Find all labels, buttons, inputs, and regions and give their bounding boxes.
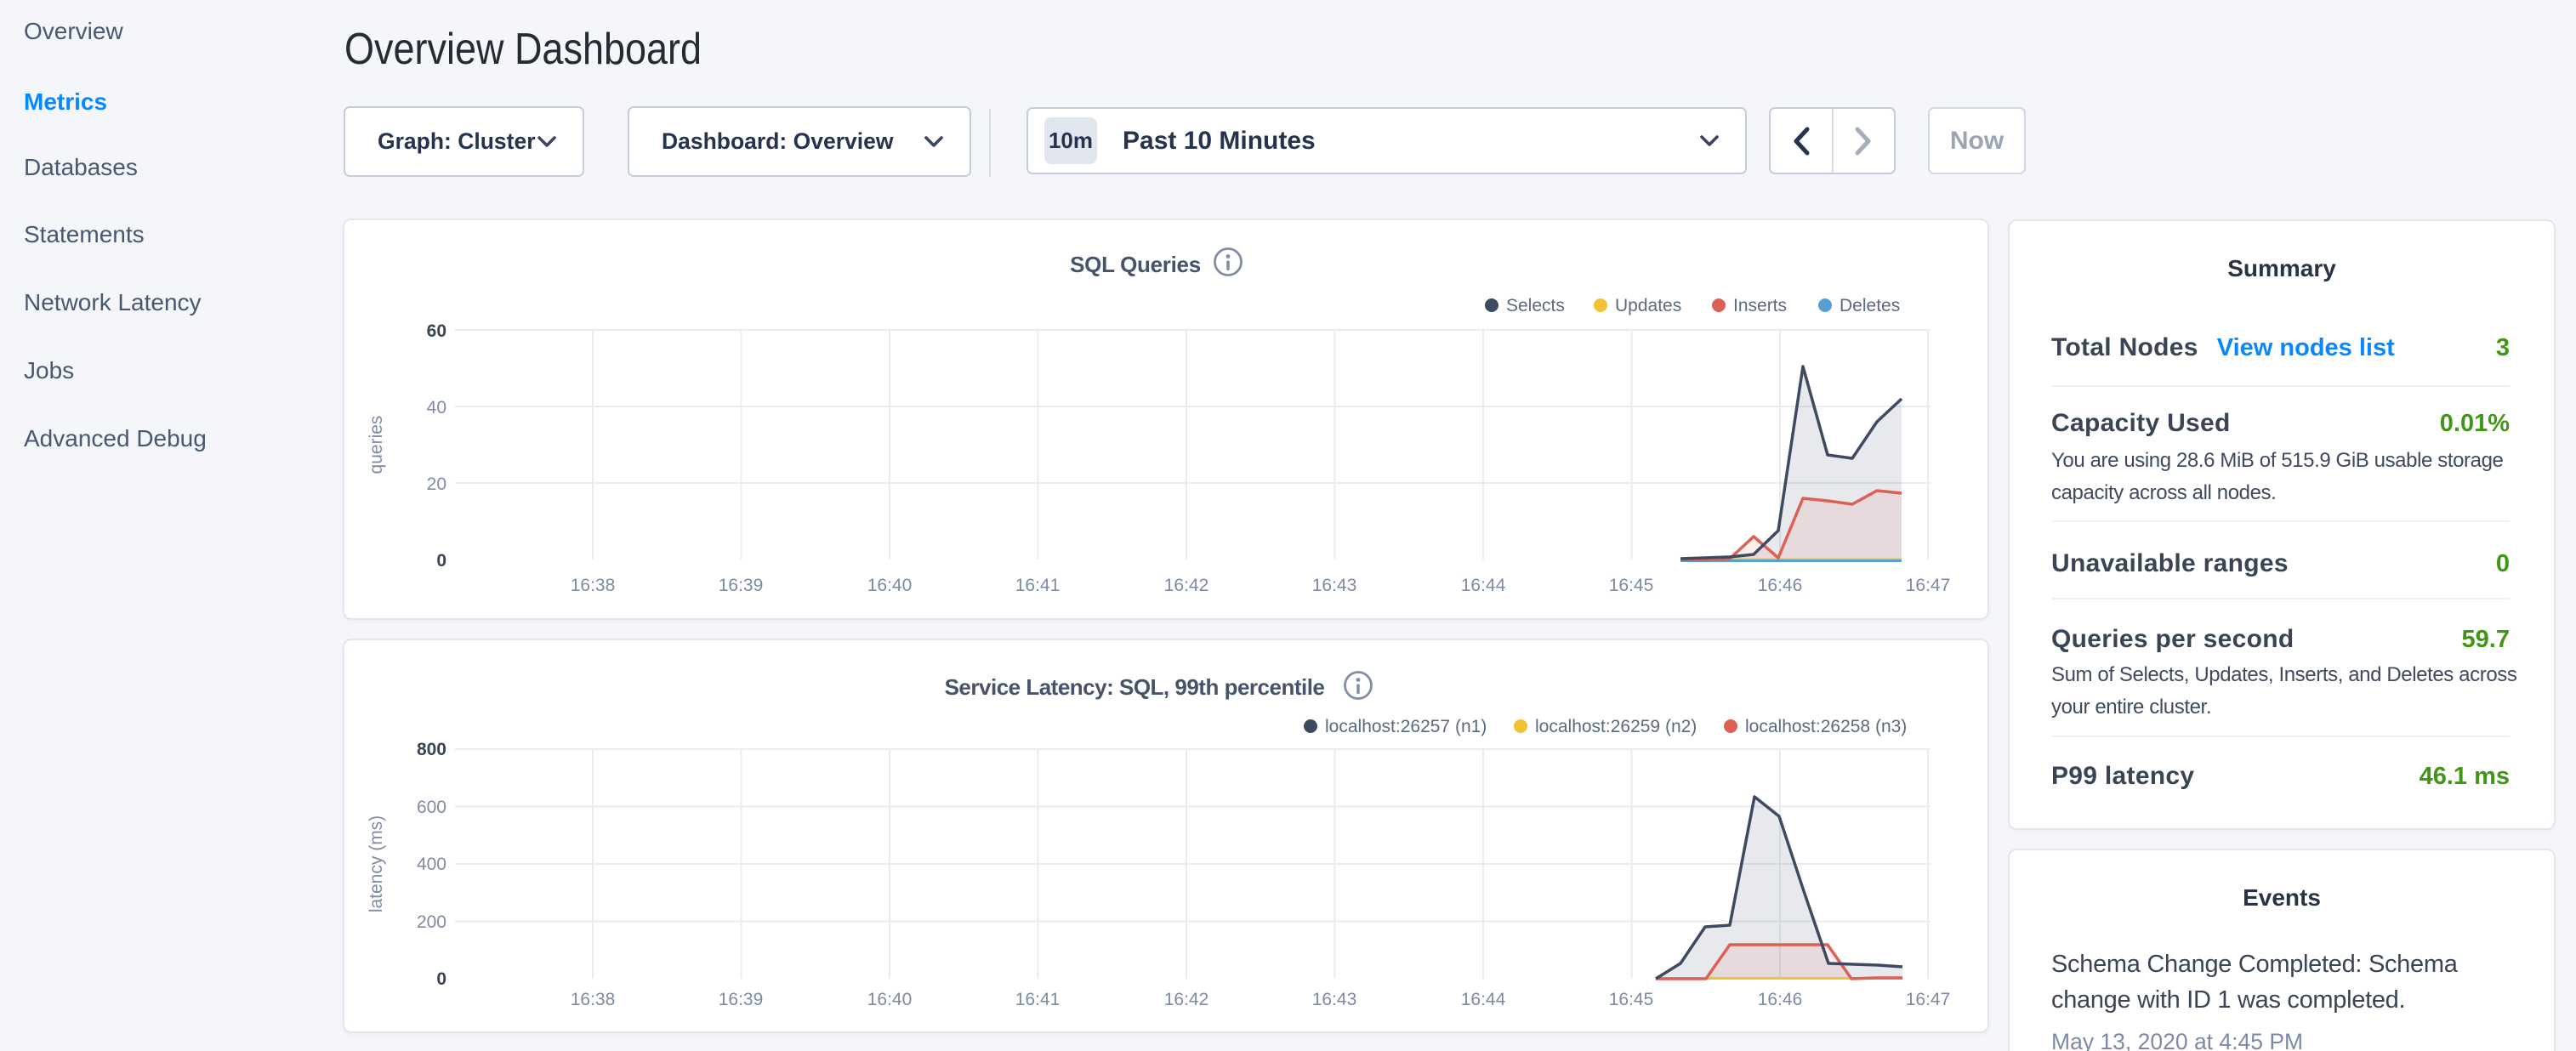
svg-text:400: 400	[417, 855, 446, 874]
svg-text:queries: queries	[367, 416, 386, 474]
svg-text:16:43: 16:43	[1312, 576, 1357, 595]
svg-text:16:42: 16:42	[1164, 990, 1209, 1009]
svg-text:16:46: 16:46	[1758, 576, 1803, 595]
svg-text:0: 0	[436, 551, 446, 571]
svg-text:16:47: 16:47	[1906, 990, 1951, 1009]
svg-text:16:44: 16:44	[1461, 576, 1506, 595]
svg-text:600: 600	[417, 798, 446, 817]
svg-text:16:45: 16:45	[1609, 576, 1654, 595]
svg-text:localhost:26257 (n1): localhost:26257 (n1)	[1325, 717, 1487, 736]
svg-text:800: 800	[417, 740, 446, 759]
svg-text:16:40: 16:40	[867, 990, 913, 1009]
svg-text:16:42: 16:42	[1164, 576, 1209, 595]
svg-text:16:41: 16:41	[1015, 576, 1061, 595]
svg-text:16:47: 16:47	[1906, 576, 1951, 595]
svg-text:SQL Queries: SQL Queries	[1070, 252, 1201, 277]
svg-text:16:39: 16:39	[719, 576, 764, 595]
svg-text:16:40: 16:40	[867, 576, 913, 595]
svg-text:16:46: 16:46	[1758, 990, 1803, 1009]
svg-text:16:38: 16:38	[571, 576, 616, 595]
svg-text:Updates: Updates	[1615, 296, 1681, 315]
svg-text:Selects: Selects	[1506, 296, 1565, 315]
svg-text:20: 20	[427, 474, 446, 494]
svg-text:0: 0	[436, 969, 446, 989]
svg-text:16:44: 16:44	[1461, 990, 1506, 1009]
svg-text:Inserts: Inserts	[1733, 296, 1787, 315]
svg-text:localhost:26259 (n2): localhost:26259 (n2)	[1535, 717, 1697, 736]
svg-text:Deletes: Deletes	[1840, 296, 1900, 315]
svg-text:latency (ms): latency (ms)	[367, 815, 386, 912]
svg-text:16:38: 16:38	[571, 990, 616, 1009]
svg-text:16:43: 16:43	[1312, 990, 1357, 1009]
svg-text:16:41: 16:41	[1015, 990, 1061, 1009]
svg-text:16:39: 16:39	[719, 990, 764, 1009]
svg-text:localhost:26258 (n3): localhost:26258 (n3)	[1745, 717, 1907, 736]
svg-text:60: 60	[427, 321, 446, 341]
svg-text:40: 40	[427, 398, 446, 418]
svg-text:Service Latency: SQL, 99th per: Service Latency: SQL, 99th percentile	[945, 674, 1325, 700]
svg-text:16:45: 16:45	[1609, 990, 1654, 1009]
svg-text:200: 200	[417, 912, 446, 932]
